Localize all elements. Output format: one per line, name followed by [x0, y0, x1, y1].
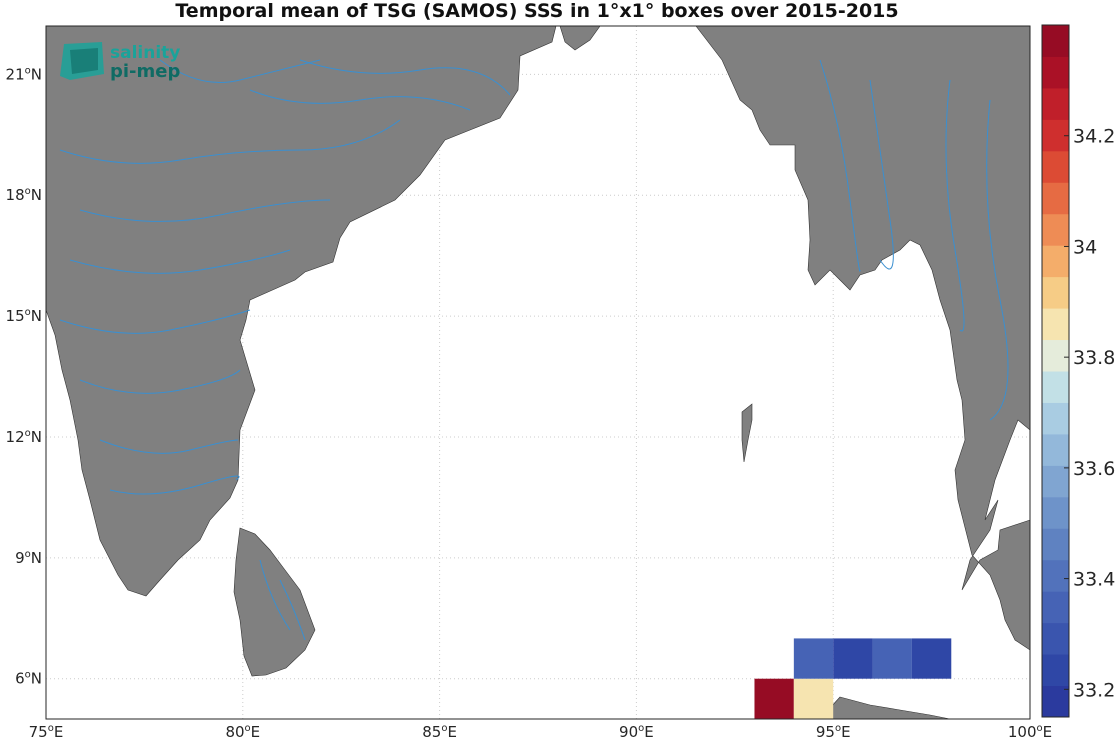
river-line: [59, 119, 401, 164]
colorbar-segment: [1042, 245, 1069, 278]
colorbar-segment: [1042, 56, 1069, 89]
river-line: [79, 369, 241, 394]
x-tick-label: 100oE: [1008, 723, 1052, 740]
colorbar-segment: [1042, 402, 1069, 435]
y-tick-label: 18oN: [6, 186, 42, 204]
y-tick-label: 9oN: [15, 549, 42, 567]
sss-cell: [911, 638, 952, 679]
colorbar: 33.2 33.4 33.6 33.8 34 34.2: [1041, 24, 1115, 718]
river-line: [249, 89, 471, 111]
colorbar-tick-label: 33.2: [1073, 679, 1115, 701]
colorbar-segment: [1042, 182, 1069, 215]
colorbar-segment: [1042, 433, 1069, 466]
river-line: [79, 199, 331, 222]
y-tick-label: 15oN: [6, 307, 42, 325]
x-tick-label: 80oE: [225, 723, 260, 740]
river-line: [99, 439, 239, 454]
sss-cells: [754, 638, 952, 719]
colorbar-tick-label: 34.2: [1073, 126, 1115, 148]
sss-cell: [872, 638, 912, 679]
sss-cell: [754, 678, 794, 719]
y-tick-label: 6oN: [15, 670, 42, 688]
colorbar-tick-label: 33.6: [1073, 458, 1115, 480]
logo-text-line2: pi-mep: [110, 61, 180, 82]
x-tick-labels: 75oE 80oE 85oE 90oE 95oE 100oE: [29, 723, 1052, 740]
chart-title: Temporal mean of TSG (SAMOS) SSS in 1°x1…: [175, 0, 898, 22]
colorbar-segment: [1042, 339, 1069, 372]
colorbar-segment: [1042, 371, 1069, 403]
logo-text-line1: salinity: [110, 43, 180, 63]
salinity-pi-mep-logo: salinity pi-mep: [60, 42, 180, 82]
land-andaman-islands: [741, 403, 753, 463]
colorbar-segment: [1042, 276, 1069, 309]
colorbar-segment: [1042, 591, 1069, 624]
land-masses: [45, 25, 1031, 720]
sss-cell: [833, 638, 873, 679]
y-tick-labels: 6oN 9oN 12oN 15oN 18oN 21oN: [6, 65, 42, 687]
colorbar-segment: [1042, 25, 1069, 57]
land-india: [45, 25, 557, 597]
x-tick-label: 75oE: [29, 723, 64, 740]
river-line: [299, 59, 511, 96]
colorbar-segment: [1042, 496, 1069, 529]
sss-cell: [793, 638, 834, 679]
river-line: [69, 249, 291, 274]
river-line: [109, 475, 240, 495]
colorbar-tick-label: 33.8: [1073, 347, 1115, 369]
y-tick-label: 12oN: [6, 428, 42, 446]
river-line: [159, 59, 321, 83]
land-myanmar: [695, 25, 1031, 651]
colorbar-segment: [1042, 654, 1069, 687]
x-tick-label: 85oE: [422, 723, 457, 740]
colorbar-segment: [1042, 528, 1069, 561]
colorbar-segment: [1042, 622, 1069, 655]
colorbar-segment: [1042, 559, 1069, 592]
colorbar-segment: [1042, 465, 1069, 498]
colorbar-segment: [1042, 308, 1069, 341]
colorbar-tick-label: 33.4: [1073, 569, 1115, 591]
colorbar-frame: [1041, 24, 1070, 718]
river-line: [945, 79, 965, 332]
river-network: [59, 59, 1009, 641]
x-tick-label: 90oE: [619, 723, 654, 740]
river-line: [259, 559, 291, 631]
x-tick-label: 95oE: [816, 723, 851, 740]
river-line: [59, 309, 251, 334]
sss-cell: [793, 678, 834, 719]
river-line: [279, 579, 306, 641]
colorbar-segment: [1042, 213, 1069, 246]
map-frame: [45, 25, 1031, 720]
river-line: [819, 59, 861, 272]
colorbar-segment: [1042, 87, 1069, 120]
river-line: [869, 79, 894, 270]
colorbar-segment: [1042, 150, 1069, 183]
river-line: [986, 99, 1009, 421]
colorbar-tick-label: 34: [1073, 236, 1097, 258]
y-tick-label: 21oN: [6, 65, 42, 83]
colorbar-segment: [1042, 685, 1069, 718]
